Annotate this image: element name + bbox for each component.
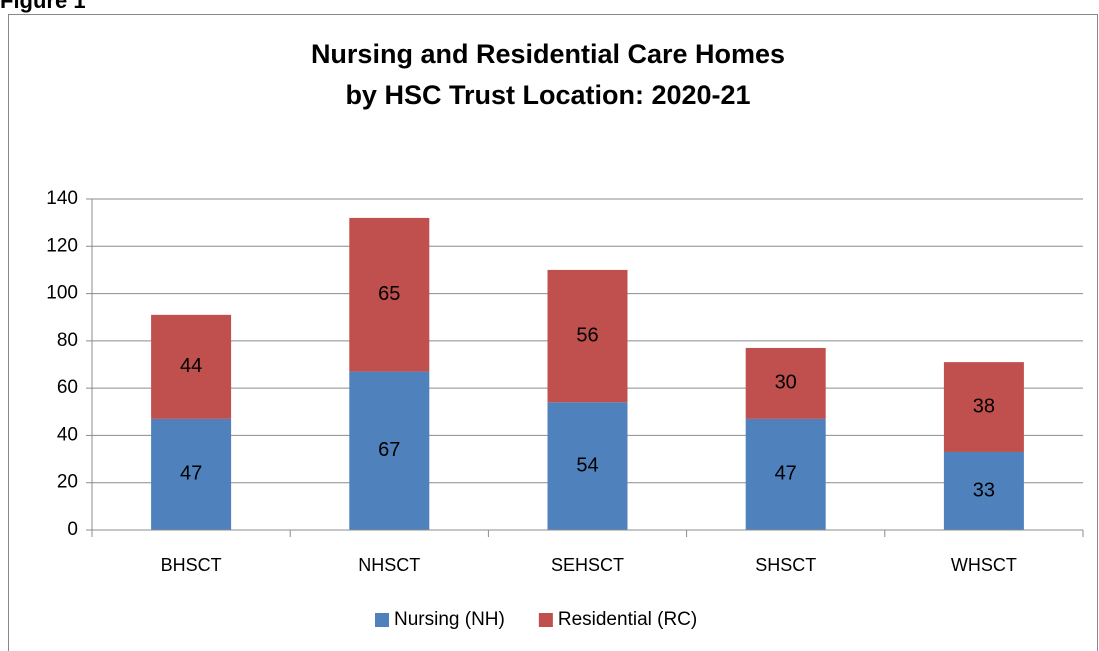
y-tick-label: 20 <box>57 472 78 493</box>
y-tick-label: 120 <box>46 235 78 256</box>
y-tick-label: 100 <box>46 283 78 304</box>
data-label: 65 <box>378 283 400 305</box>
data-label: 33 <box>973 479 995 501</box>
data-label: 30 <box>775 372 797 394</box>
bar-segment <box>349 371 430 530</box>
bar-segment <box>943 451 1024 530</box>
chart-title: by HSC Trust Location: 2020-21 <box>345 80 750 110</box>
bar-segment <box>151 314 232 419</box>
x-tick-label: BHSCT <box>161 555 222 575</box>
data-label: 56 <box>576 324 598 346</box>
x-tick-label: NHSCT <box>358 555 420 575</box>
bar-segment <box>547 402 628 530</box>
y-tick-label: 140 <box>46 188 78 209</box>
legend-label: Residential (RC) <box>558 609 697 630</box>
bar-segment <box>349 217 430 372</box>
x-tick-label: SHSCT <box>755 555 816 575</box>
bar-segment <box>745 347 826 419</box>
bar-segment <box>745 418 826 530</box>
bar-segment <box>151 418 232 530</box>
data-label: 54 <box>576 454 598 476</box>
legend-label: Nursing (NH) <box>394 609 505 630</box>
bar-segment <box>943 362 1024 452</box>
legend-swatch <box>538 613 553 627</box>
legend-swatch <box>375 613 389 627</box>
x-tick-label: WHSCT <box>951 555 1017 575</box>
y-tick-label: 0 <box>67 519 78 540</box>
y-tick-label: 40 <box>57 424 78 445</box>
chart-title: Nursing and Residential Care Homes <box>311 39 785 69</box>
data-label: 67 <box>378 439 400 461</box>
bar-segment <box>547 269 628 403</box>
x-tick-label: SEHSCT <box>551 555 624 575</box>
data-label: 47 <box>775 463 797 485</box>
data-label: 44 <box>180 355 202 377</box>
figure-label: Figure 1 <box>0 0 86 13</box>
data-label: 38 <box>973 395 995 417</box>
y-tick-label: 60 <box>57 377 78 398</box>
data-label: 47 <box>180 463 202 485</box>
y-tick-label: 80 <box>57 330 78 351</box>
